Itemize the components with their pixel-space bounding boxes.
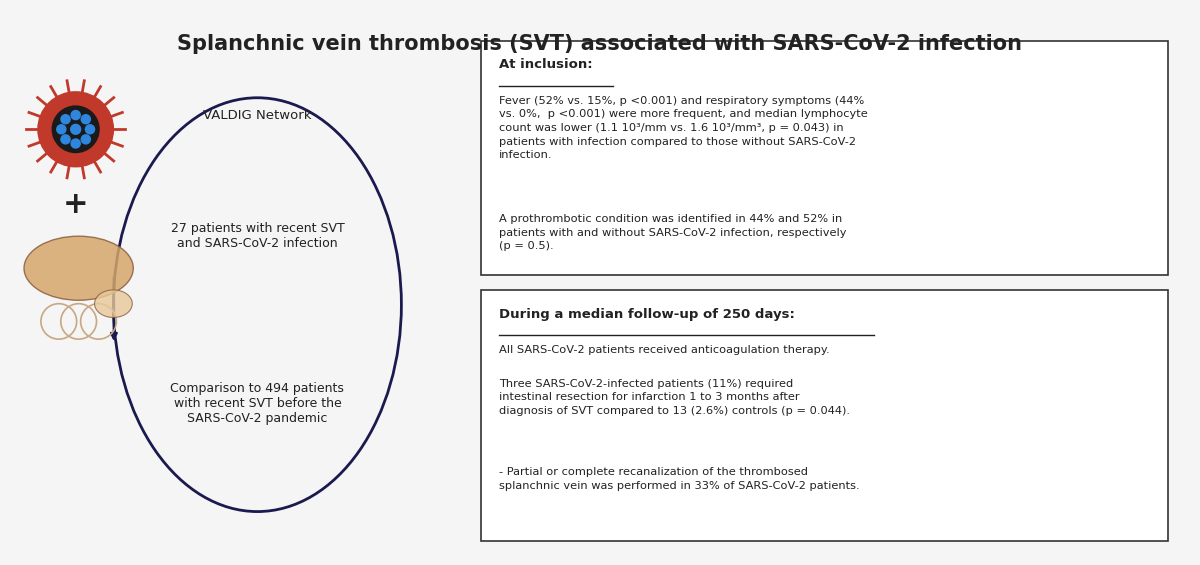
Text: During a median follow-up of 250 days:: During a median follow-up of 250 days: bbox=[499, 307, 794, 320]
Circle shape bbox=[82, 115, 90, 124]
Circle shape bbox=[71, 139, 80, 148]
Text: - Partial or complete recanalization of the thrombosed
splanchnic vein was perfo: - Partial or complete recanalization of … bbox=[499, 467, 859, 491]
Circle shape bbox=[53, 106, 100, 153]
Circle shape bbox=[85, 125, 95, 134]
Text: All SARS-CoV-2 patients received anticoagulation therapy.: All SARS-CoV-2 patients received anticoa… bbox=[499, 345, 829, 355]
Circle shape bbox=[82, 135, 90, 144]
Text: +: + bbox=[62, 190, 89, 219]
Text: 27 patients with recent SVT
and SARS-CoV-2 infection: 27 patients with recent SVT and SARS-CoV… bbox=[170, 221, 344, 250]
Text: Splanchnic vein thrombosis (SVT) associated with SARS-CoV-2 infection: Splanchnic vein thrombosis (SVT) associa… bbox=[178, 34, 1022, 54]
Circle shape bbox=[38, 92, 114, 167]
Text: VALDIG Network: VALDIG Network bbox=[203, 109, 312, 122]
Text: At inclusion:: At inclusion: bbox=[499, 58, 593, 71]
Circle shape bbox=[71, 111, 80, 120]
Circle shape bbox=[61, 135, 70, 144]
Text: Three SARS-CoV-2-infected patients (11%) required
intestinal resection for infar: Three SARS-CoV-2-infected patients (11%)… bbox=[499, 379, 850, 416]
Text: Comparison to 494 patients
with recent SVT before the
SARS-CoV-2 pandemic: Comparison to 494 patients with recent S… bbox=[170, 382, 344, 425]
Circle shape bbox=[56, 125, 66, 134]
FancyBboxPatch shape bbox=[481, 41, 1168, 275]
Ellipse shape bbox=[95, 290, 132, 318]
Ellipse shape bbox=[24, 236, 133, 300]
Circle shape bbox=[71, 124, 80, 134]
Text: Fever (52% vs. 15%, p <0.001) and respiratory symptoms (44%
vs. 0%,  p <0.001) w: Fever (52% vs. 15%, p <0.001) and respir… bbox=[499, 96, 868, 160]
Text: A prothrombotic condition was identified in 44% and 52% in
patients with and wit: A prothrombotic condition was identified… bbox=[499, 214, 846, 251]
Circle shape bbox=[61, 115, 70, 124]
FancyBboxPatch shape bbox=[481, 290, 1168, 541]
